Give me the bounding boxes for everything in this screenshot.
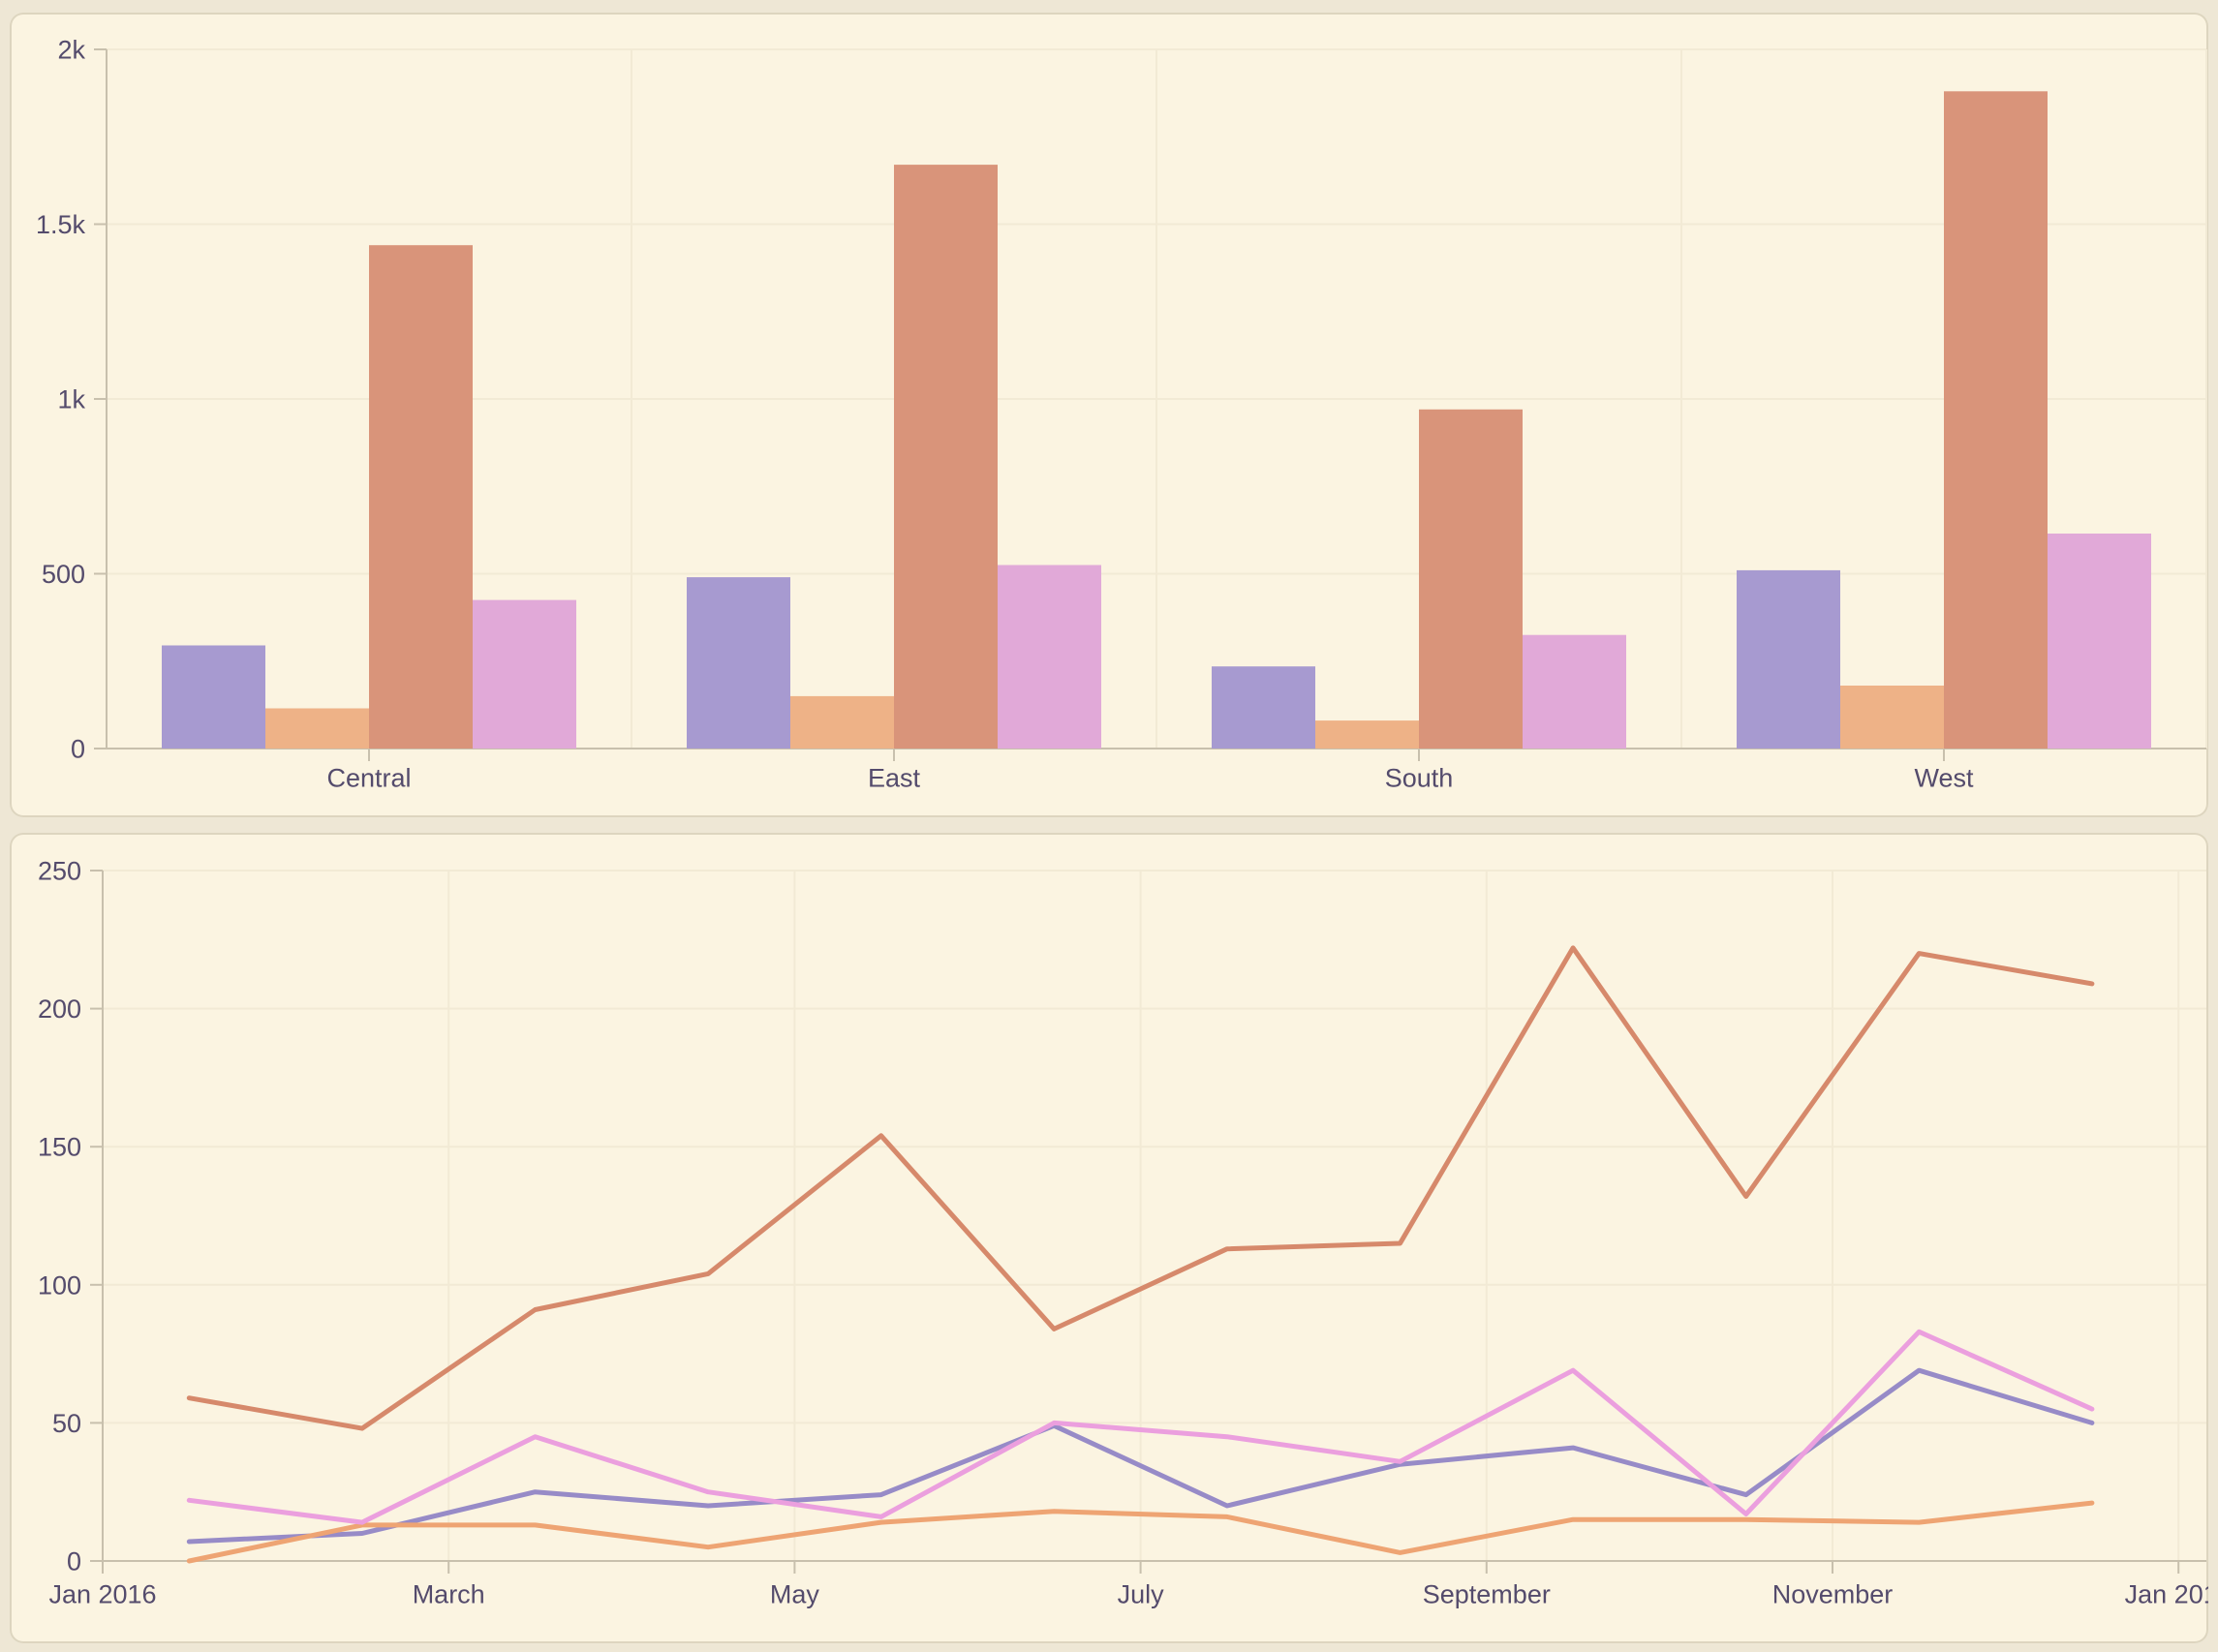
line-salmon-series[interactable]: [186, 945, 2095, 1431]
bar-west-light-orange-series[interactable]: [1840, 686, 1944, 749]
y-axis-label: 0: [67, 1546, 81, 1576]
x-axis-label-november: November: [1772, 1579, 1894, 1608]
bar-chart: 0 500 1k 1.5k 2k Central East South West: [36, 35, 2207, 792]
bar-west-purple-series[interactable]: [1737, 569, 1840, 749]
y-axis-label: 50: [52, 1409, 81, 1438]
y-axis-label: 0: [71, 734, 85, 763]
bar-east-light-orange-series[interactable]: [790, 695, 894, 749]
line-pink-series[interactable]: [186, 1329, 2095, 1525]
bar-west-salmon-series[interactable]: [1944, 91, 2048, 750]
x-axis-label-west: West: [1914, 763, 1974, 792]
bar-east-purple-series[interactable]: [687, 577, 790, 749]
y-axis-label: 2k: [57, 35, 85, 64]
y-axis-label: 100: [38, 1270, 81, 1300]
line-chart: 0 50 100 150 200 250 Jan 2016 March May July Septe…: [38, 856, 2208, 1608]
bar-south-purple-series[interactable]: [1212, 666, 1315, 749]
x-axis-label-july: July: [1118, 1579, 1165, 1608]
bar-south-light-orange-series[interactable]: [1315, 720, 1419, 749]
x-axis-label-central: Central: [326, 763, 411, 792]
x-axis-label-jan-2016: Jan 2016: [48, 1579, 156, 1608]
x-axis-label-east: East: [868, 763, 921, 792]
y-axis-label: 150: [38, 1133, 81, 1162]
bar-south-salmon-series[interactable]: [1419, 409, 1523, 749]
y-axis-label: 500: [42, 560, 85, 589]
x-axis-label-september: September: [1423, 1579, 1551, 1608]
bar-central-pink-series[interactable]: [473, 599, 576, 749]
x-axis-label-south: South: [1385, 763, 1454, 792]
y-axis-label: 1.5k: [36, 210, 86, 239]
x-axis-label-may: May: [770, 1579, 820, 1608]
y-axis-label: 1k: [57, 384, 85, 413]
bar-chart-panel: 0 500 1k 1.5k 2k Central East South West: [10, 13, 2208, 817]
bar-central-purple-series[interactable]: [162, 645, 265, 750]
bar-east-salmon-series[interactable]: [894, 165, 998, 750]
line-light-orange-series[interactable]: [186, 1500, 2095, 1564]
x-axis-label-jan-2017: Jan 2017: [2125, 1579, 2208, 1608]
bar-east-pink-series[interactable]: [998, 565, 1101, 750]
x-axis-label-march: March: [413, 1579, 485, 1608]
bar-south-pink-series[interactable]: [1523, 634, 1626, 749]
line-purple-series[interactable]: [186, 1367, 2095, 1545]
bar-west-pink-series[interactable]: [2048, 534, 2151, 749]
bar-central-light-orange-series[interactable]: [265, 708, 369, 750]
y-axis-label: 250: [38, 856, 81, 885]
y-axis-label: 200: [38, 994, 81, 1024]
bar-central-salmon-series[interactable]: [369, 245, 473, 749]
line-chart-panel: 0 50 100 150 200 250 Jan 2016 March May July Septe…: [10, 833, 2208, 1643]
